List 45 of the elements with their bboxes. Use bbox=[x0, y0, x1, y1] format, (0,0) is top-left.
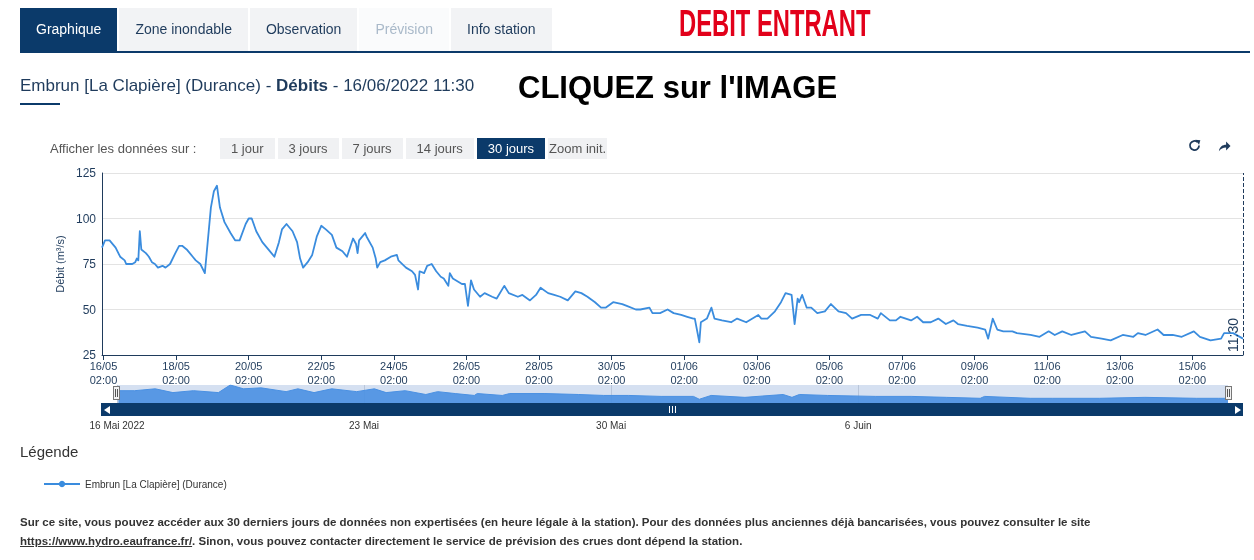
text: Graphique bbox=[20, 8, 118, 51]
text: Zoom init. bbox=[548, 138, 608, 159]
x-tick-label: 30 Mai bbox=[596, 419, 627, 431]
text: 7 jours bbox=[341, 138, 403, 159]
text: CLIQUEZ sur l'IMAGE bbox=[518, 70, 838, 105]
x-tick-label: 11/06 02:00 bbox=[1033, 360, 1061, 386]
y-axis-title: Débit (m³/s) bbox=[53, 235, 66, 293]
text: 30 jours bbox=[476, 138, 546, 159]
text: 1 jour bbox=[220, 138, 275, 159]
ref-line-label: 11:30 bbox=[1225, 317, 1241, 352]
y-tick-label: 50 bbox=[82, 302, 97, 317]
x-tick-label: 28/05 02:00 bbox=[525, 360, 553, 386]
x-tick-label: 18/05 02:00 bbox=[162, 360, 190, 386]
chart-subtitle: Embrun [La Clapière] (Durance) - Débits - 16/06/2022 11:30 bbox=[20, 76, 475, 95]
x-tick-label: 22/05 02:00 bbox=[307, 360, 336, 386]
x-tick-label: 16/05 02:00 bbox=[89, 360, 118, 386]
text: Info station bbox=[451, 8, 552, 51]
x-tick-label: 24/05 02:00 bbox=[380, 360, 408, 386]
x-tick-label: 13/06 02:00 bbox=[1105, 360, 1134, 386]
text: Sur ce site, vous pouvez accéder aux 30 derniers jours de données non expertisées (en heure légale à la station). Pour des données plus anciennes déjà bancarisées, vous pouvez consulter le site https://www.hydro.eaufrance.fr/. Sinon, vous pouvez contacter directement le service de prévision des crues dont dépend la station. bbox=[20, 516, 1091, 547]
y-tick-label: 25 bbox=[82, 348, 97, 362]
x-tick-label: 16 Mai 2022 bbox=[89, 419, 145, 431]
x-tick-label: 03/06 02:00 bbox=[743, 360, 771, 386]
x-tick-label: 05/06 02:00 bbox=[815, 360, 844, 386]
x-tick-label: 6 Juin bbox=[844, 419, 872, 431]
x-tick-label: 07/06 02:00 bbox=[888, 360, 916, 386]
text: Afficher les données sur : bbox=[50, 140, 197, 158]
chart-title: DEBIT ENTRANT bbox=[679, 3, 871, 44]
legend-label: Embrun [La Clapière] (Durance) bbox=[85, 478, 227, 490]
text: Observation bbox=[249, 8, 358, 51]
x-tick-label: 01/06 02:00 bbox=[670, 360, 698, 386]
text: Prévision bbox=[359, 8, 449, 51]
x-tick-label: 26/05 02:00 bbox=[452, 360, 481, 386]
x-tick-label: 09/06 02:00 bbox=[960, 360, 989, 386]
text: Zone inondable bbox=[119, 8, 248, 51]
text: 3 jours bbox=[277, 138, 339, 159]
text: 14 jours bbox=[405, 138, 474, 159]
x-tick-label: 30/05 02:00 bbox=[597, 360, 626, 386]
text: Légende bbox=[20, 443, 79, 461]
y-tick-label: 75 bbox=[82, 257, 97, 271]
x-tick-label: 20/05 02:00 bbox=[234, 360, 263, 386]
y-tick-label: 100 bbox=[75, 211, 97, 226]
x-tick-label: 15/06 02:00 bbox=[1178, 360, 1207, 386]
x-tick-label: 23 Mai bbox=[349, 419, 380, 431]
y-tick-label: 125 bbox=[75, 166, 97, 180]
